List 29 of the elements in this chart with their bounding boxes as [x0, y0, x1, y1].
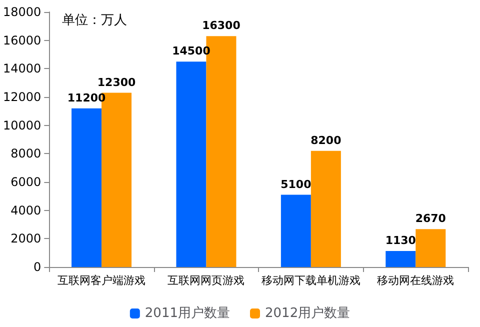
legend-label: 2011用户数量 — [144, 306, 230, 321]
bar — [176, 62, 206, 267]
y-tick-label: 2000 — [10, 232, 42, 246]
bar — [72, 108, 102, 267]
y-tick-label: 18000 — [2, 5, 42, 19]
bar — [280, 194, 311, 267]
data-label: 16300 — [202, 19, 241, 32]
data-label: 5100 — [280, 178, 312, 191]
y-tick-label: 12000 — [2, 90, 42, 104]
y-tick-label: 0 — [34, 260, 42, 274]
data-label: 2670 — [415, 212, 446, 226]
data-label: 8200 — [310, 134, 342, 147]
y-tick-label: 8000 — [10, 146, 42, 161]
x-tick-label: 互联网客户端游戏 — [58, 274, 146, 287]
y-tick-label: 14000 — [2, 62, 42, 76]
y-tick-label: 16000 — [2, 33, 42, 48]
x-tick-label: 互联网网页游戏 — [168, 274, 245, 287]
y-tick-label: 4000 — [10, 203, 42, 218]
data-label: 1130 — [385, 234, 416, 247]
legend-label: 2012用户数量 — [265, 306, 350, 321]
y-tick-label: 6000 — [10, 175, 42, 189]
y-tick-label: 10000 — [2, 118, 42, 132]
x-tick-label: 移动网下载单机游戏 — [261, 274, 360, 287]
x-tick-label: 移动网在线游戏 — [377, 274, 454, 287]
annotation: 单位：万人 — [62, 13, 127, 28]
bar — [416, 229, 446, 267]
bar — [386, 250, 416, 267]
bar — [310, 150, 341, 267]
data-label: 12300 — [97, 76, 136, 89]
